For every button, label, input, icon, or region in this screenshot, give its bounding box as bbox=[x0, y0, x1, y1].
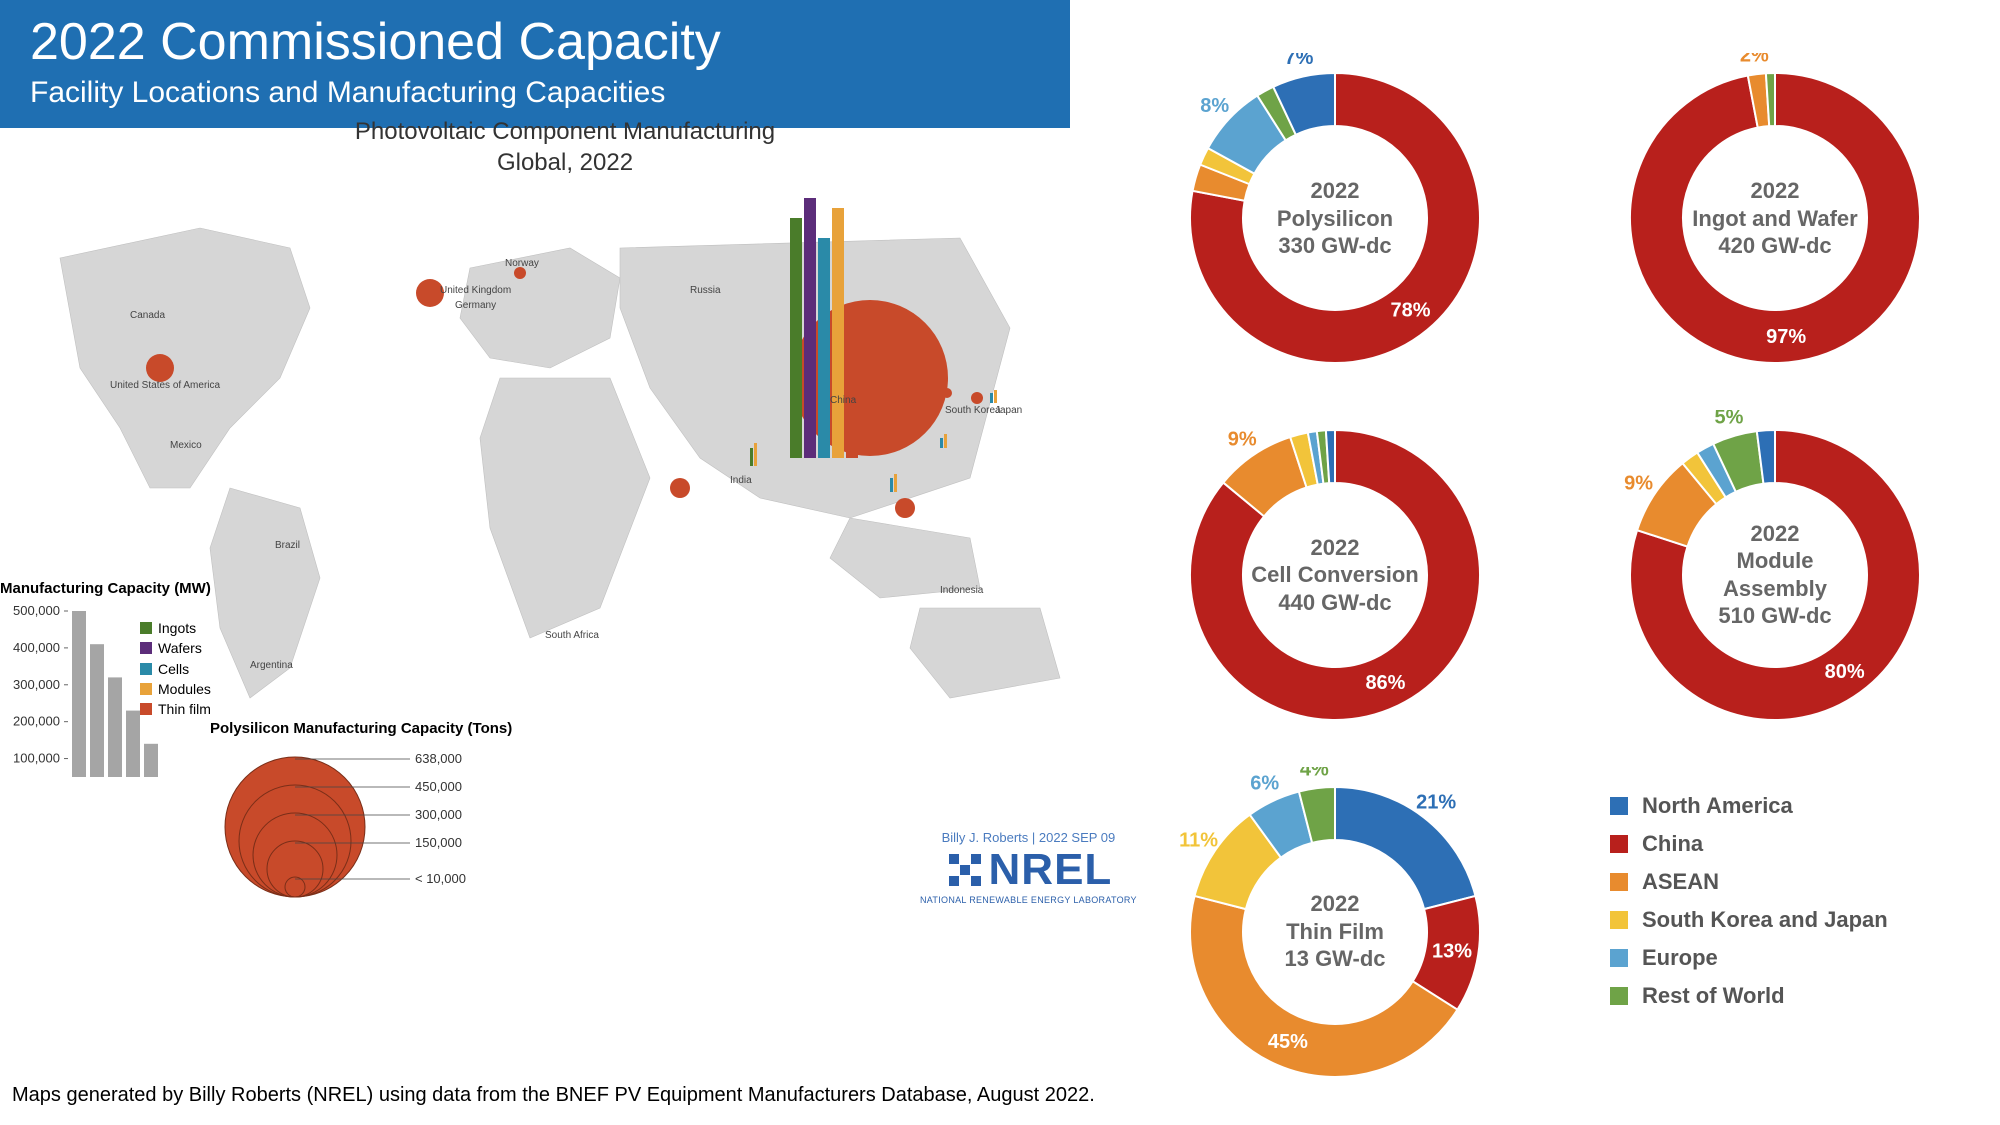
nrel-credit-line: Billy J. Roberts | 2022 SEP 09 bbox=[920, 830, 1137, 845]
svg-text:11%: 11% bbox=[1179, 829, 1218, 851]
svg-text:South Korea: South Korea bbox=[945, 405, 1001, 416]
donut-grid: 78% 8% 7% 2022Polysilicon330 GW-dc 97% 2% 2022… bbox=[1130, 50, 2000, 1100]
svg-text:5%: 5% bbox=[1715, 410, 1744, 429]
map-title: Photovoltaic Component Manufacturing Glo… bbox=[0, 116, 1130, 178]
svg-text:150,000: 150,000 bbox=[415, 835, 462, 850]
donut-cell: 80% 9% 5% 2022Module Assembly510 GW-dc bbox=[1570, 407, 1980, 744]
donut-cell: 78% 8% 7% 2022Polysilicon330 GW-dc bbox=[1130, 50, 1540, 387]
svg-text:India: India bbox=[730, 475, 752, 486]
donut-center-label: 2022Module Assembly510 GW-dc bbox=[1685, 520, 1865, 630]
svg-text:78%: 78% bbox=[1391, 300, 1431, 322]
map-legends: Manufacturing Capacity (MW) 500,000 400,0… bbox=[0, 580, 620, 920]
svg-text:200,000: 200,000 bbox=[13, 714, 60, 729]
region-legend-item: ASEAN bbox=[1610, 869, 1980, 895]
donut-cell: 21% 13% 45% 11% 6% 4% 2022Thin Film13 GW-dc bbox=[1130, 763, 1540, 1100]
bar-legend-title: Manufacturing Capacity (MW) bbox=[0, 580, 270, 597]
map-panel: Photovoltaic Component Manufacturing Glo… bbox=[0, 110, 1130, 840]
category-legend-item: Cells bbox=[140, 659, 211, 679]
donut-center-label: 2022Thin Film13 GW-dc bbox=[1245, 890, 1425, 973]
region-legend-cell: North America China ASEAN South Korea and J… bbox=[1570, 763, 1980, 1100]
nrel-credit-block: Billy J. Roberts | 2022 SEP 09 NREL NATI… bbox=[920, 830, 1137, 905]
svg-text:Canada: Canada bbox=[130, 310, 165, 321]
donut-cell: 97% 2% 2022Ingot and Wafer420 GW-dc bbox=[1570, 50, 1980, 387]
category-legend-item: Modules bbox=[140, 679, 211, 699]
region-legend-item: South Korea and Japan bbox=[1610, 907, 1980, 933]
svg-text:China: China bbox=[830, 395, 857, 406]
donut-center-label: 2022Ingot and Wafer420 GW-dc bbox=[1685, 177, 1865, 260]
region-legend-item: Europe bbox=[1610, 945, 1980, 971]
category-legend-item: Ingots bbox=[140, 618, 211, 638]
svg-text:Japan: Japan bbox=[995, 405, 1022, 416]
svg-text:United States of America: United States of America bbox=[110, 380, 220, 391]
svg-text:450,000: 450,000 bbox=[415, 779, 462, 794]
circle-legend: Polysilicon Manufacturing Capacity (Tons… bbox=[210, 720, 590, 912]
svg-text:< 10,000: < 10,000 bbox=[415, 871, 466, 886]
donut-cell: 86% 9% 2022Cell Conversion440 GW-dc bbox=[1130, 407, 1540, 744]
svg-text:Russia: Russia bbox=[690, 285, 721, 296]
category-legend-item: Thin film bbox=[140, 699, 211, 719]
region-legend-item: China bbox=[1610, 831, 1980, 857]
svg-text:500,000: 500,000 bbox=[13, 603, 60, 618]
region-legend-item: North America bbox=[1610, 793, 1980, 819]
svg-text:400,000: 400,000 bbox=[13, 640, 60, 655]
page-title: 2022 Commissioned Capacity bbox=[30, 12, 1040, 72]
svg-text:6%: 6% bbox=[1250, 772, 1279, 794]
svg-text:45%: 45% bbox=[1268, 1030, 1308, 1052]
donut-center-label: 2022Polysilicon330 GW-dc bbox=[1245, 177, 1425, 260]
svg-text:Mexico: Mexico bbox=[170, 440, 202, 451]
svg-text:9%: 9% bbox=[1624, 472, 1653, 494]
svg-text:Germany: Germany bbox=[455, 300, 496, 311]
svg-text:Brazil: Brazil bbox=[275, 540, 300, 551]
svg-text:100,000: 100,000 bbox=[13, 751, 60, 766]
region-legend-item: Rest of World bbox=[1610, 983, 1980, 1009]
svg-text:Indonesia: Indonesia bbox=[940, 585, 984, 596]
region-legend: North America China ASEAN South Korea and J… bbox=[1570, 763, 1980, 1009]
svg-text:80%: 80% bbox=[1825, 661, 1865, 683]
donut-center-label: 2022Cell Conversion440 GW-dc bbox=[1245, 534, 1425, 617]
svg-text:300,000: 300,000 bbox=[415, 807, 462, 822]
category-legend: IngotsWafersCellsModulesThin film bbox=[140, 618, 211, 719]
svg-text:2%: 2% bbox=[1740, 53, 1769, 66]
svg-text:21%: 21% bbox=[1416, 791, 1456, 813]
svg-text:97%: 97% bbox=[1766, 326, 1806, 348]
nrel-logo: NREL bbox=[920, 845, 1137, 895]
nrel-sub: NATIONAL RENEWABLE ENERGY LABORATORY bbox=[920, 895, 1137, 905]
svg-text:Norway: Norway bbox=[505, 258, 539, 269]
svg-text:8%: 8% bbox=[1200, 95, 1229, 117]
map-title-line1: Photovoltaic Component Manufacturing bbox=[355, 118, 775, 145]
page-subtitle: Facility Locations and Manufacturing Cap… bbox=[30, 76, 1040, 110]
svg-text:9%: 9% bbox=[1228, 429, 1257, 451]
svg-text:7%: 7% bbox=[1285, 53, 1314, 69]
svg-text:638,000: 638,000 bbox=[415, 751, 462, 766]
category-legend-item: Wafers bbox=[140, 638, 211, 658]
svg-text:United Kingdom: United Kingdom bbox=[440, 285, 511, 296]
svg-text:4%: 4% bbox=[1300, 767, 1329, 780]
header-banner: 2022 Commissioned Capacity Facility Loca… bbox=[0, 0, 1070, 128]
svg-text:300,000: 300,000 bbox=[13, 677, 60, 692]
footnote: Maps generated by Billy Roberts (NREL) u… bbox=[12, 1084, 1095, 1107]
circle-legend-title: Polysilicon Manufacturing Capacity (Tons… bbox=[210, 720, 590, 737]
map-title-line2: Global, 2022 bbox=[497, 149, 633, 176]
svg-text:86%: 86% bbox=[1365, 672, 1405, 694]
svg-text:13%: 13% bbox=[1432, 940, 1472, 962]
